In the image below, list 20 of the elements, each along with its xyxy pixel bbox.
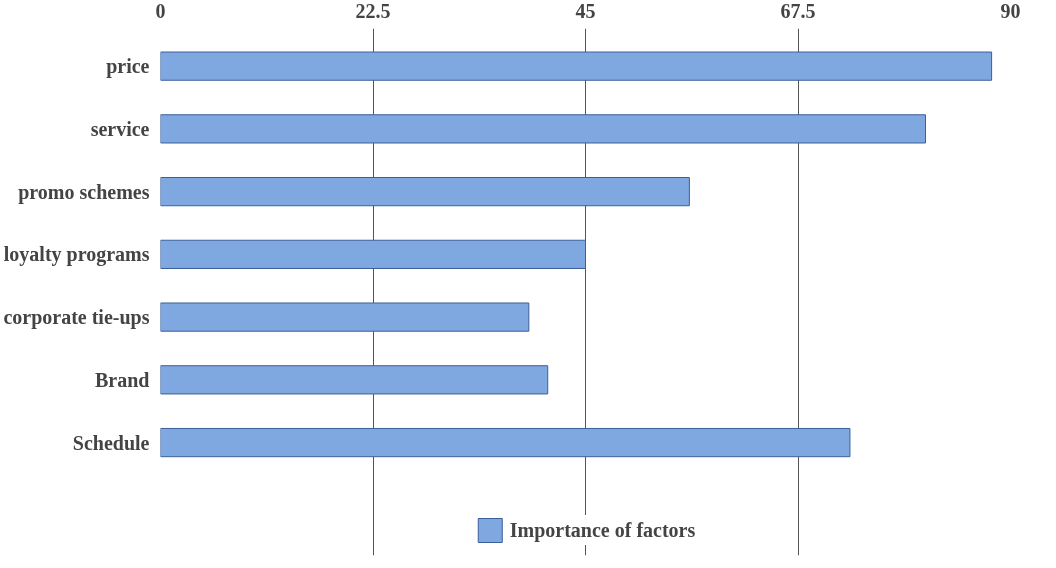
y-tick-label: Schedule	[72, 431, 150, 454]
bar	[160, 239, 586, 269]
x-tick-label: 90	[1000, 0, 1021, 22]
bar	[160, 302, 530, 332]
bar	[160, 365, 549, 395]
bar	[160, 177, 690, 207]
y-tick-label: promo schemes	[18, 180, 150, 204]
legend-label: Importance of factors	[509, 518, 696, 542]
x-tick-label: 45	[575, 0, 596, 22]
bar	[160, 427, 851, 458]
y-tick-label: service	[90, 117, 150, 140]
y-tick-label: price	[106, 55, 150, 79]
y-tick-label: corporate tie-ups	[3, 306, 150, 330]
y-tick-label: Brand	[95, 368, 150, 391]
x-tick-label: 67.5	[780, 0, 816, 22]
bar	[160, 114, 926, 144]
x-tick-label: 0	[155, 0, 166, 22]
bar	[160, 51, 993, 81]
y-tick-label: loyalty programs	[3, 243, 150, 267]
x-tick-label: 22.5	[355, 0, 391, 22]
